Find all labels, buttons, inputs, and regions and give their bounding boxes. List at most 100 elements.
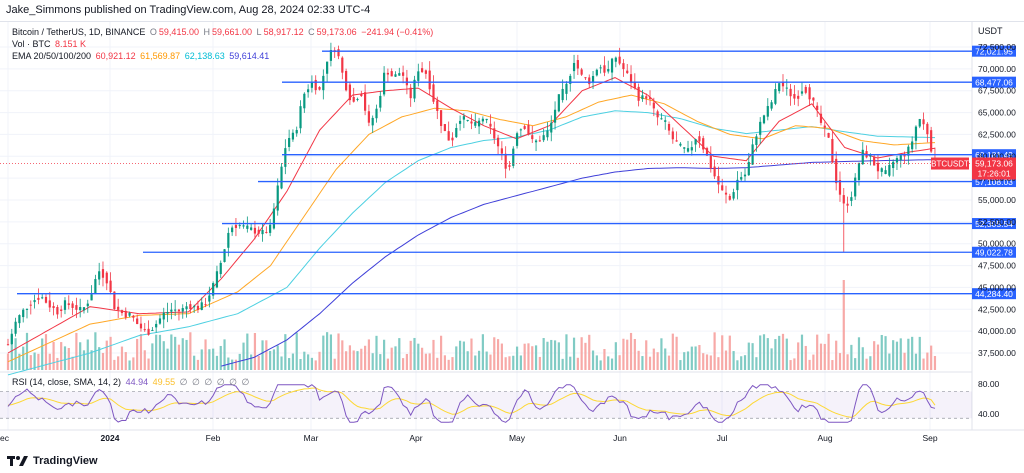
candle-body [508, 165, 511, 167]
price-tick-label: 42,500.00 [978, 304, 1016, 314]
candle-body [170, 309, 173, 312]
candle-body [303, 93, 306, 109]
volume-bar [690, 346, 693, 370]
candle-body [63, 300, 67, 310]
volume-bar [865, 358, 868, 370]
volume-bar [633, 338, 636, 370]
volume-legend: Vol · BTC 8.151 K [12, 39, 88, 49]
currency-label[interactable]: USDT [978, 26, 1003, 36]
volume-bar [515, 346, 519, 370]
candle-body [299, 106, 302, 129]
candle-body [907, 146, 910, 156]
candle-body [588, 77, 591, 85]
volume-bar [888, 353, 891, 370]
candle-body [489, 123, 492, 127]
candle-body [124, 310, 127, 318]
rsi-sma-line [7, 387, 936, 418]
candle-body [607, 69, 610, 72]
candle-body [926, 123, 929, 135]
candle-body [109, 280, 112, 293]
candle-body [838, 179, 842, 195]
volume-bar [610, 358, 614, 370]
candle-body [238, 225, 241, 227]
volume-bar [899, 338, 902, 370]
rsi-empty-4: ∅ [229, 377, 237, 387]
volume-bar [724, 350, 728, 370]
candle-body [629, 74, 633, 83]
high-label: H [203, 27, 210, 37]
volume-bar [295, 332, 298, 370]
candle-body [212, 283, 215, 296]
candle-body [379, 95, 382, 108]
volume-bar [816, 334, 819, 370]
candle-body [846, 203, 849, 206]
candle-body [538, 140, 541, 142]
candle-body [603, 65, 606, 73]
volume-bar [819, 343, 823, 370]
volume-bar [56, 357, 59, 370]
volume-bar [637, 350, 640, 370]
volume-bar [812, 354, 815, 370]
candle-body [451, 137, 454, 141]
candle-body [664, 120, 667, 122]
volume-bar [842, 280, 845, 370]
volume-bar [721, 335, 724, 370]
candle-body [565, 83, 568, 94]
candle-body [155, 323, 158, 328]
low-label: L [256, 27, 262, 37]
candle-body [595, 69, 598, 76]
candle-body [120, 310, 124, 314]
ema100-line [7, 110, 936, 376]
volume-bar [18, 353, 21, 370]
volume-bar [641, 356, 644, 370]
volume-bar [614, 342, 617, 370]
candle-body [781, 81, 785, 87]
candle-body [436, 100, 439, 111]
candle-body [470, 121, 473, 124]
volume-bar [231, 359, 234, 370]
volume-bar [276, 345, 279, 370]
volume-bar [622, 338, 625, 370]
candle-body [728, 195, 731, 200]
candle-body [888, 164, 891, 176]
candle-body [44, 296, 48, 303]
candle-body [371, 117, 374, 126]
volume-bar [394, 346, 397, 370]
volume-bar [390, 347, 393, 370]
volume-bar [474, 355, 477, 370]
volume-bar [732, 351, 735, 370]
candle-body [481, 118, 484, 122]
rsi-tick-label: 80.00 [978, 379, 1000, 389]
candle-body [329, 49, 333, 61]
candle-body [417, 71, 420, 81]
volume-bar [212, 348, 215, 370]
candle-body [656, 111, 659, 118]
candle-body [455, 127, 458, 138]
rsi-empty-1: ∅ [192, 377, 200, 387]
candle-body [561, 88, 564, 101]
candle-body [584, 77, 587, 79]
volume-bar [523, 343, 526, 370]
volume-bar [599, 360, 602, 370]
volume-bar [755, 357, 758, 370]
candle-body [291, 132, 295, 140]
volume-bar [736, 360, 739, 370]
candle-body [409, 87, 412, 99]
volume-bar [200, 349, 203, 370]
price-tick-label: 70,000.00 [978, 64, 1016, 74]
candle-body [884, 170, 887, 175]
candle-body [626, 70, 629, 74]
price-chart[interactable]: 72,021.95 68,477.06 60,181.49 57,108.03 52,3… [0, 22, 1024, 473]
volume-bar [189, 332, 192, 370]
volume-bar [728, 335, 731, 370]
candle-body [641, 95, 644, 100]
volume-bar [835, 340, 838, 370]
candle-body [257, 229, 260, 234]
volume-bar [136, 338, 139, 370]
volume-bar [307, 354, 310, 370]
volume-bar [481, 334, 484, 370]
volume-bar [857, 337, 861, 370]
footer-brand[interactable]: TradingView [7, 455, 98, 467]
level-price-label: 60,181.49 [975, 150, 1013, 160]
candle-body [231, 227, 234, 233]
